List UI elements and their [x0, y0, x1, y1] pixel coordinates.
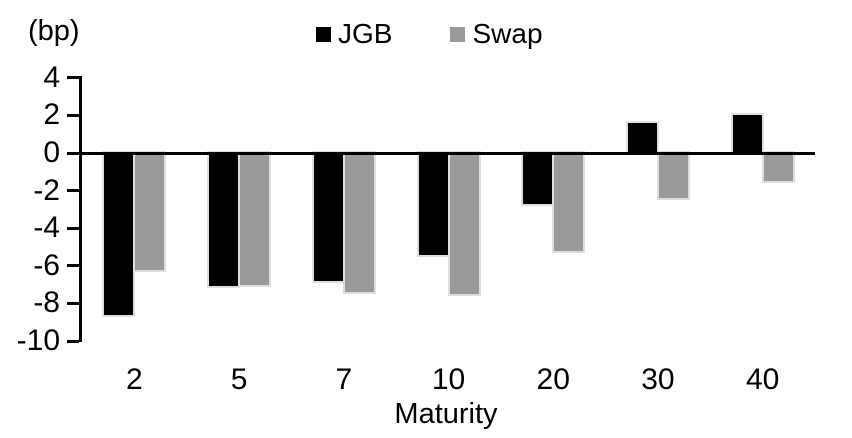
bar-swap-7: [342, 150, 376, 295]
legend-item-jgb: JGB: [316, 19, 392, 49]
y-tick: [67, 76, 79, 80]
y-tick: [67, 339, 79, 343]
y-axis-line: [79, 76, 82, 343]
bar-jgb-10: [416, 151, 450, 257]
legend: JGB Swap: [316, 19, 543, 49]
x-tick-label: 30: [641, 363, 675, 396]
bar-swap-2: [133, 151, 167, 272]
x-tick-label: 7: [335, 363, 353, 396]
y-tick: [67, 189, 79, 193]
y-tick: [67, 301, 79, 305]
bar-swap-20: [552, 151, 586, 253]
x-tick-label: 20: [536, 363, 570, 396]
y-tick-label: -4: [33, 211, 60, 245]
legend-item-swap: Swap: [450, 18, 543, 49]
y-tick: [67, 151, 79, 155]
x-axis-title: Maturity: [394, 398, 498, 430]
y-tick-label: -6: [33, 248, 60, 282]
y-tick-label: 0: [43, 136, 60, 169]
bar-jgb-40: [730, 113, 764, 155]
y-tick-label: -10: [16, 324, 60, 357]
y-tick-label: -8: [33, 286, 60, 320]
legend-label-swap: Swap: [472, 18, 543, 49]
bar-jgb-7: [311, 151, 345, 283]
x-tick-label: 10: [431, 363, 466, 396]
bar-jgb-20: [521, 151, 555, 206]
bar-swap-40: [761, 150, 795, 184]
y-tick: [67, 226, 79, 230]
x-tick-label: 40: [745, 363, 780, 396]
y-tick-label: -2: [33, 173, 60, 207]
y-tick-label: 2: [43, 98, 60, 132]
legend-label-jgb: JGB: [338, 18, 393, 49]
y-tick-label: 4: [43, 60, 60, 94]
zero-axis-line: [79, 151, 815, 155]
y-axis-unit-label: (bp): [28, 15, 80, 47]
legend-swatch-swap-icon: [450, 26, 466, 42]
bar-swap-5: [238, 151, 272, 287]
bar-swap-30: [656, 150, 690, 201]
y-tick: [67, 113, 79, 117]
x-tick-label: 2: [126, 363, 143, 396]
bar-jgb-5: [207, 150, 241, 289]
bar-swap-10: [447, 151, 481, 296]
bar-jgb-30: [625, 120, 659, 155]
bar-jgb-2: [102, 151, 136, 317]
y-tick: [67, 264, 79, 268]
legend-swatch-jgb-icon: [316, 26, 331, 42]
x-tick-label: 5: [230, 363, 248, 396]
